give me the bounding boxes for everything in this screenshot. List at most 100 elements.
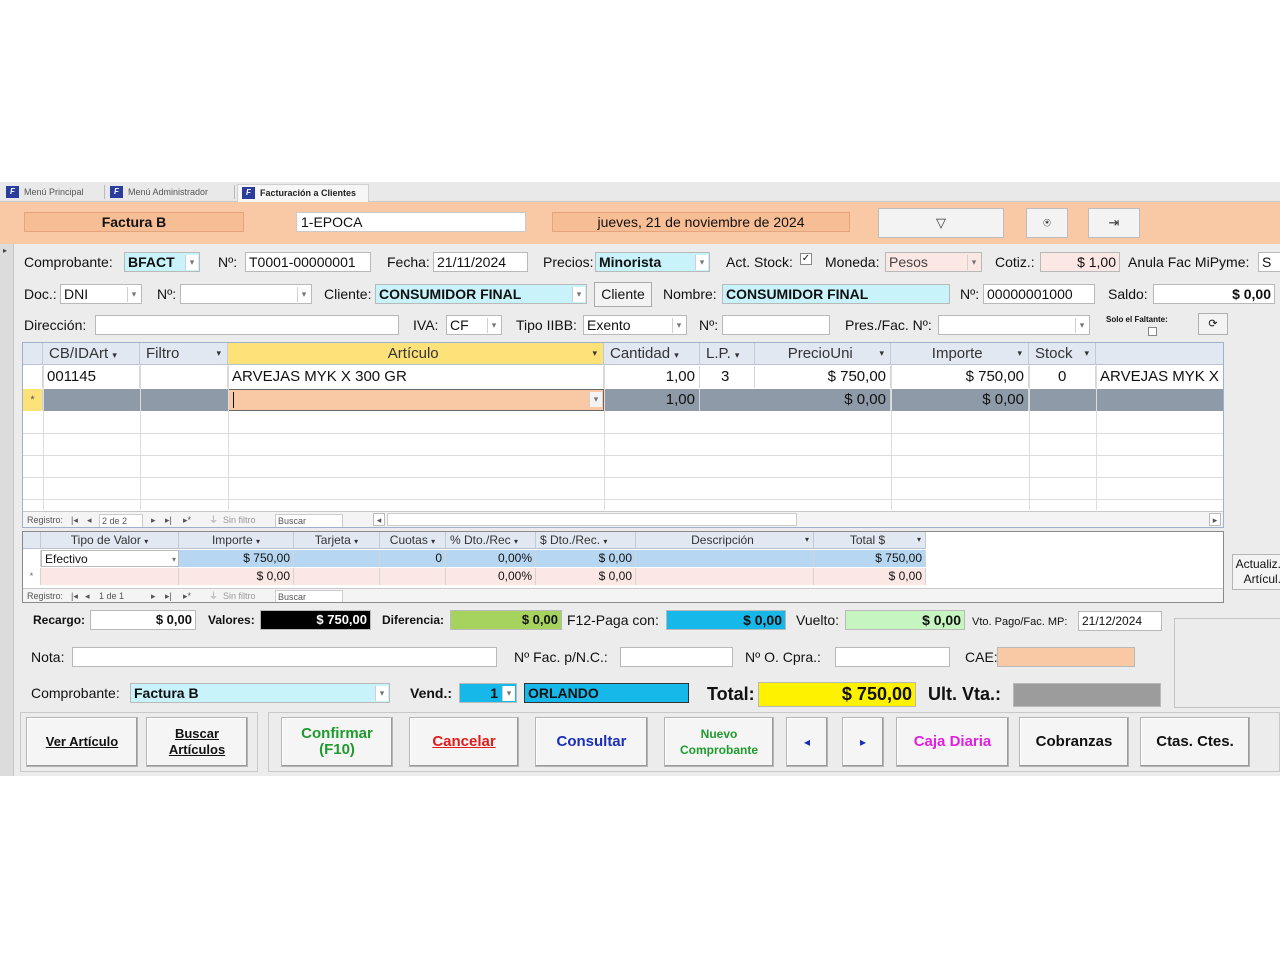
ctas-ctes-button[interactable]: Ctas. Ctes. (1140, 717, 1250, 767)
col-header-dto[interactable]: $ Dto./Rec. ▾ (536, 532, 636, 549)
moneda-select[interactable]: Pesos ▾ (885, 252, 982, 272)
buscar-articulos-button[interactable]: Buscar Artículos (146, 717, 248, 767)
nombre-numero-field[interactable]: 00000001000 (983, 284, 1095, 304)
cotiz-field[interactable]: $ 1,00 (1040, 252, 1120, 272)
col-header-tarjeta[interactable]: Tarjeta ▾ (294, 532, 380, 549)
new-row-marker[interactable]: * (23, 389, 43, 411)
consultar-button[interactable]: Consultar (535, 717, 648, 767)
paga-con-field[interactable]: $ 0,00 (666, 610, 786, 630)
col-header-articulo[interactable]: Artículo ▾ (228, 343, 604, 365)
nombre-field[interactable]: CONSUMIDOR FINAL (722, 284, 950, 304)
new-row-descripcion[interactable] (636, 568, 814, 585)
col-header-stock[interactable]: Stock ▾ (1029, 343, 1096, 365)
pres-fac-select[interactable]: ▾ (938, 315, 1090, 335)
settings-icon-button[interactable]: ⍟ (1026, 208, 1068, 238)
col-header-total[interactable]: Total $ ▾ (814, 532, 926, 549)
nav-first-icon[interactable]: |◂ (71, 591, 78, 601)
col-header-pct-dto[interactable]: % Dto./Rec ▾ (446, 532, 536, 549)
cell-preciouni[interactable]: $ 750,00 (755, 366, 891, 388)
nav-next-icon[interactable]: ▸ (151, 515, 156, 525)
doc-numero-select[interactable]: ▾ (180, 284, 312, 304)
col-header-cb[interactable]: CB/IDArt ▾ (43, 343, 140, 365)
row-selector[interactable] (23, 550, 41, 567)
new-row-cantidad[interactable]: 1,00 (604, 389, 700, 411)
nav-filter[interactable]: Sin filtro (223, 515, 256, 525)
cell-tarjeta[interactable] (294, 550, 380, 567)
nav-new-icon[interactable]: ▸* (183, 591, 192, 601)
cell-articulo[interactable]: ARVEJAS MYK X 300 GR (228, 366, 604, 388)
col-header-cantidad[interactable]: Cantidad ▾ (604, 343, 700, 365)
new-row-tarjeta[interactable] (294, 568, 380, 585)
vto-pago-field[interactable]: 21/12/2024 (1078, 611, 1162, 631)
new-row-preciouni[interactable]: $ 0,00 (755, 389, 891, 411)
cell-pct-dto[interactable]: 0,00% (446, 550, 536, 567)
direccion-field[interactable] (95, 315, 399, 335)
nav-new-icon[interactable]: ▸* (183, 515, 192, 525)
nav-filter[interactable]: Sin filtro (223, 591, 256, 601)
cell-dto[interactable]: $ 0,00 (536, 550, 636, 567)
cliente-button[interactable]: Cliente (594, 282, 652, 307)
dropdown-arrow-icon[interactable]: ▾ (375, 686, 388, 701)
solo-faltante-checkbox[interactable] (1148, 327, 1157, 336)
new-row-marker[interactable]: * (23, 568, 41, 585)
nota-field[interactable] (72, 647, 497, 667)
cell-filtro[interactable] (140, 366, 228, 388)
nuevo-comprobante-button[interactable]: Nuevo Comprobante (664, 717, 774, 767)
cancelar-button[interactable]: Cancelar (409, 717, 519, 767)
filter-button[interactable]: ▽ (878, 208, 1004, 238)
nav-last-icon[interactable]: ▸| (165, 515, 172, 525)
row-selector[interactable] (23, 366, 43, 388)
new-row-dto[interactable]: $ 0,00 (536, 568, 636, 585)
cell-importe[interactable]: $ 750,00 (179, 550, 294, 567)
comprobante-final-select[interactable]: Factura B ▾ (130, 683, 390, 703)
ver-articulo-button[interactable]: Ver Artículo (26, 717, 138, 767)
new-row-cuotas[interactable] (380, 568, 446, 585)
cobranzas-button[interactable]: Cobranzas (1019, 717, 1129, 767)
dropdown-arrow-icon[interactable]: ▾ (589, 392, 602, 407)
cell-cb[interactable]: 001145 (43, 366, 140, 388)
record-selector-strip[interactable]: ▸ (0, 244, 14, 776)
cell-cuotas[interactable]: 0 (380, 550, 446, 567)
confirmar-button[interactable]: Confirmar (F10) (281, 717, 393, 767)
actualizar-articulos-button[interactable]: Actualiz. Artícul. (1232, 554, 1280, 590)
dropdown-arrow-icon[interactable]: ▾ (502, 686, 515, 701)
nav-first-icon[interactable]: |◂ (71, 515, 78, 525)
iibb-numero-field[interactable] (722, 315, 830, 335)
col-header-tipo-valor[interactable]: Tipo de Valor ▾ (41, 532, 179, 549)
scroll-right-icon[interactable]: ▸ (1209, 513, 1221, 526)
comprobante-select[interactable]: BFACT ▾ (124, 252, 200, 272)
cell-descripcion[interactable]: ARVEJAS MYK X (1100, 368, 1219, 385)
nc-field[interactable] (620, 647, 733, 667)
tab-menu-administrador[interactable]: F Menú Administrador (106, 184, 232, 202)
col-header-lp[interactable]: L.P. ▾ (700, 343, 755, 365)
tipo-iibb-select[interactable]: Exento ▾ (583, 315, 687, 335)
nav-next-icon[interactable]: ▸ (151, 591, 156, 601)
dropdown-arrow-icon[interactable]: ▾ (967, 255, 980, 270)
dropdown-arrow-icon[interactable]: ▾ (487, 318, 500, 333)
nav-position[interactable]: 2 de 2 (99, 514, 143, 527)
precios-select[interactable]: Minorista ▾ (595, 252, 710, 272)
point-of-sale-field[interactable]: 1-EPOCA (296, 212, 526, 232)
dropdown-arrow-icon[interactable]: ▾ (572, 287, 585, 302)
tab-menu-principal[interactable]: F Menú Principal (2, 184, 102, 202)
cell-total[interactable]: $ 750,00 (814, 550, 926, 567)
col-header-importe[interactable]: Importe ▾ (179, 532, 294, 549)
dropdown-arrow-icon[interactable]: ▾ (185, 255, 198, 270)
cell-importe[interactable]: $ 750,00 (891, 366, 1029, 388)
new-row-total[interactable]: $ 0,00 (814, 568, 926, 585)
nav-prev-icon[interactable]: ◂ (85, 591, 90, 601)
col-header-importe[interactable]: Importe ▾ (891, 343, 1029, 365)
cell-descripcion[interactable] (636, 550, 814, 567)
doc-select[interactable]: DNI ▾ (60, 284, 142, 304)
col-header-descripcion[interactable]: Descripción ▾ (636, 532, 814, 549)
exit-icon-button[interactable]: ⇥ (1088, 208, 1140, 238)
cell-cantidad[interactable]: 1,00 (604, 366, 700, 388)
prev-icon-button[interactable]: ◂ (786, 717, 828, 767)
col-header-cuotas[interactable]: Cuotas ▾ (380, 532, 446, 549)
nav-position[interactable]: 1 de 1 (99, 591, 125, 601)
new-row-tipo-valor[interactable] (41, 568, 179, 585)
act-stock-checkbox[interactable]: ✓ (800, 253, 812, 265)
horizontal-scrollbar[interactable] (387, 513, 797, 526)
iva-select[interactable]: CF ▾ (446, 315, 502, 335)
new-row-pct-dto[interactable]: 0,00% (446, 568, 536, 585)
